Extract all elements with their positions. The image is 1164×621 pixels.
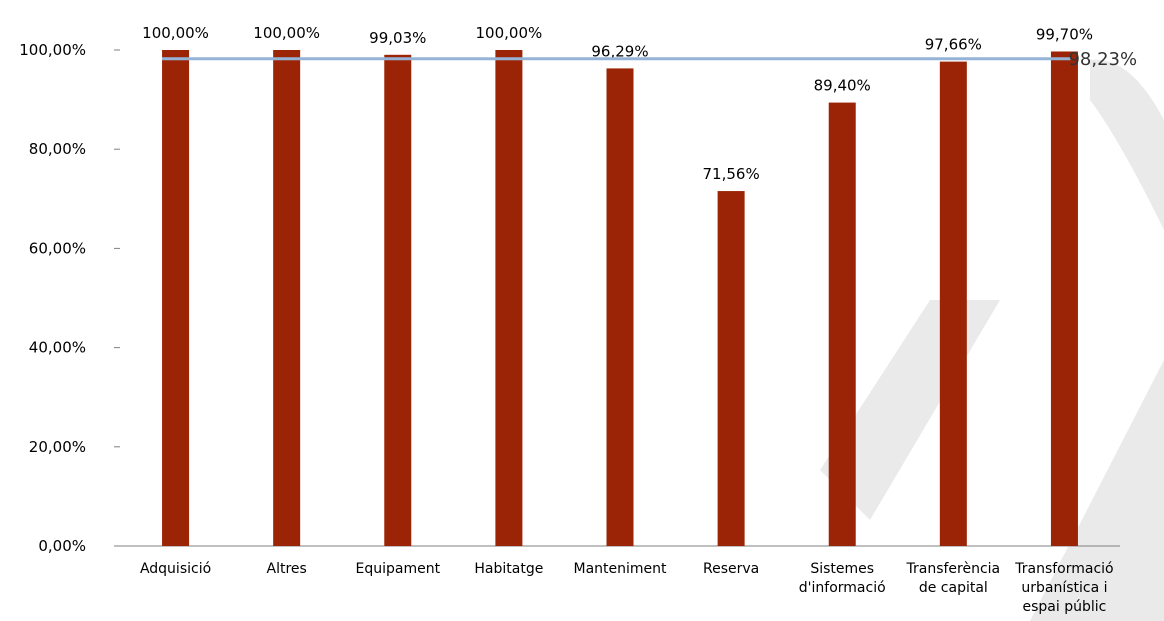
- data-label: 71,56%: [703, 165, 760, 183]
- bar: [1050, 51, 1078, 546]
- x-tick-label-line: Altres: [267, 561, 307, 577]
- data-label: 100,00%: [253, 24, 320, 42]
- y-tick-label: 0,00%: [38, 537, 86, 555]
- x-tick-label-line: Habitatge: [474, 561, 543, 577]
- y-tick-label: 80,00%: [29, 140, 86, 158]
- x-tick-label-line: de capital: [919, 580, 988, 596]
- y-tick-label: 100,00%: [19, 41, 86, 59]
- reference-line-group: 98,23%: [162, 49, 1137, 70]
- x-tick-label-line: Reserva: [703, 561, 759, 577]
- y-tick-label: 40,00%: [29, 339, 86, 357]
- bar: [162, 50, 190, 546]
- bars-group: [162, 50, 1078, 547]
- data-label: 97,66%: [925, 36, 982, 54]
- bar: [273, 50, 301, 546]
- bar: [939, 61, 967, 547]
- x-tick-label-line: urbanística i: [1021, 580, 1107, 596]
- y-tick-label: 60,00%: [29, 239, 86, 257]
- y-axis-ticks: 0,00% 20,00% 40,00% 60,00% 80,00% 100,00%: [19, 41, 120, 555]
- x-tick-label-line: espai públic: [1023, 599, 1107, 615]
- x-axis-categories: Adquisició Altres Equipament Habitatge Mante…: [140, 561, 1114, 615]
- x-tick-label-line: d'informació: [799, 580, 886, 596]
- x-tick-label-line: Sistemes: [810, 561, 874, 577]
- data-label: 100,00%: [142, 24, 209, 42]
- bar: [606, 68, 634, 546]
- data-label: 100,00%: [476, 24, 543, 42]
- bar: [717, 191, 745, 547]
- data-label: 89,40%: [814, 77, 871, 95]
- x-tick-label-line: Equipament: [355, 561, 440, 577]
- x-tick-label: Transformació urbanística i espai públic: [1014, 561, 1113, 615]
- x-tick-label-line: Adquisició: [140, 561, 211, 577]
- x-tick-label: Adquisició: [140, 561, 211, 577]
- x-tick-label-line: Manteniment: [573, 561, 667, 577]
- data-label: 99,70%: [1036, 25, 1093, 43]
- x-tick-label: Habitatge: [474, 561, 543, 577]
- data-labels: 100,00% 100,00% 99,03% 100,00% 96,29% 71,56% 8…: [142, 24, 1093, 183]
- reference-line-label: 98,23%: [1068, 49, 1137, 70]
- background-watermark: [820, 59, 1164, 621]
- x-tick-label: Equipament: [355, 561, 440, 577]
- data-label: 96,29%: [591, 42, 648, 60]
- x-tick-label-line: Transformació: [1014, 561, 1113, 577]
- data-label: 99,03%: [369, 29, 426, 47]
- x-tick-label-line: Transferència: [906, 561, 1001, 577]
- bar: [384, 54, 412, 547]
- x-tick-label: Manteniment: [573, 561, 667, 577]
- bar: [495, 50, 523, 546]
- y-tick-label: 20,00%: [29, 438, 86, 456]
- bar: [828, 102, 856, 547]
- x-tick-label: Transferència de capital: [906, 561, 1001, 596]
- x-tick-label: Reserva: [703, 561, 759, 577]
- x-tick-label: Altres: [267, 561, 307, 577]
- x-tick-label: Sistemes d'informació: [799, 561, 886, 596]
